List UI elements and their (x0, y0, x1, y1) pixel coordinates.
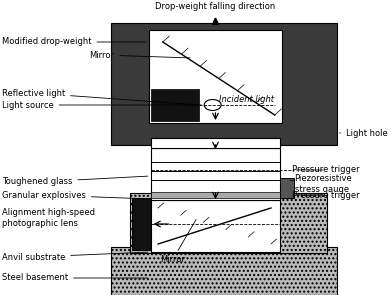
Text: Toughened glass: Toughened glass (2, 176, 148, 186)
Text: Pressure trigger: Pressure trigger (292, 165, 359, 175)
Bar (151, 200, 280, 252)
Text: Light hole: Light hole (339, 129, 388, 137)
Text: Modified drop-weight: Modified drop-weight (2, 37, 146, 47)
Text: Piezoresistive
stress gauge: Piezoresistive stress gauge (294, 174, 352, 194)
Bar (151, 148, 280, 200)
Text: Anvil substrate: Anvil substrate (2, 252, 148, 261)
Bar (111, 247, 337, 295)
Text: Pressure trigger: Pressure trigger (292, 191, 359, 199)
Text: Reflective light: Reflective light (2, 88, 197, 105)
Ellipse shape (204, 99, 221, 111)
Text: Alignment high-speed
photographic lens: Alignment high-speed photographic lens (2, 208, 95, 228)
Text: Drop-weight falling direction: Drop-weight falling direction (155, 2, 276, 11)
Text: Mirror: Mirror (160, 219, 196, 265)
Bar (151, 138, 280, 148)
Bar (280, 178, 294, 198)
Text: Incident light: Incident light (219, 96, 274, 104)
Text: Light source: Light source (2, 101, 201, 109)
Bar (130, 193, 327, 253)
Text: Mirror: Mirror (89, 50, 190, 60)
Text: Granular explosives: Granular explosives (2, 191, 148, 199)
Bar (151, 192, 280, 198)
Bar (132, 198, 177, 250)
Bar (151, 89, 200, 121)
Bar (111, 23, 337, 145)
Bar (149, 30, 282, 123)
Text: Steel basement: Steel basement (2, 273, 148, 283)
